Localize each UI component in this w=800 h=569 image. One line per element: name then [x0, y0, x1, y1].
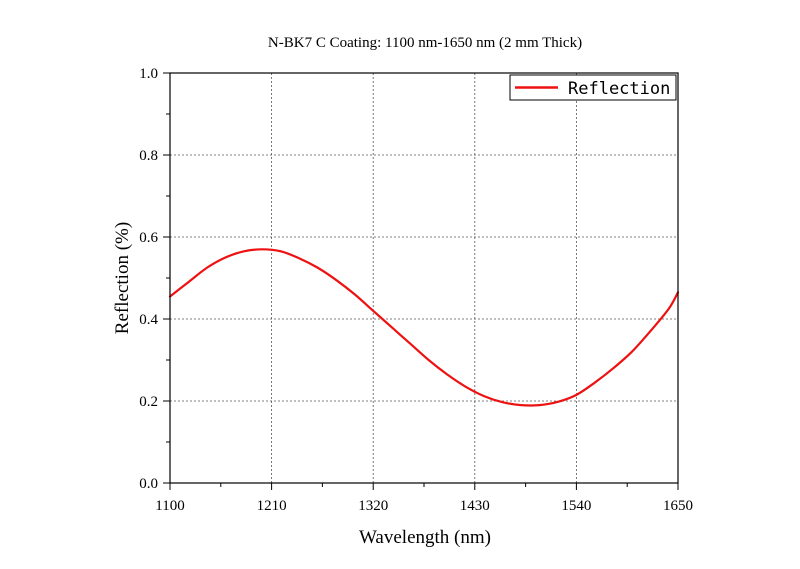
y-tick-label: 0.8 [139, 148, 158, 164]
x-tick-label: 1540 [561, 498, 591, 514]
axis-ticks [163, 72, 679, 490]
chart-title: N-BK7 C Coating: 1100 nm-1650 nm (2 mm T… [268, 35, 582, 51]
x-tick-label: 1320 [358, 498, 388, 514]
y-tick-label: 0.6 [139, 230, 158, 246]
x-tick-labels: 1100 1210 1320 1430 1540 1650 [155, 498, 693, 514]
y-tick-labels: 0.0 0.2 0.4 0.6 0.8 1.0 [139, 66, 158, 492]
plot-frame [169, 72, 679, 484]
series-line-reflection [168, 248, 680, 407]
x-tick-label: 1650 [663, 498, 693, 514]
grid [170, 73, 678, 483]
x-tick-label: 1210 [257, 498, 287, 514]
x-axis-title: Wavelength (nm) [359, 527, 491, 548]
y-axis-title: Reflection (%) [112, 222, 133, 334]
x-tick-label: 1100 [155, 498, 184, 514]
y-tick-label: 0.4 [139, 312, 158, 328]
legend: Reflection [509, 74, 677, 101]
legend-label-reflection: Reflection [568, 79, 670, 99]
y-tick-label: 0.0 [139, 476, 158, 492]
y-tick-label: 0.2 [139, 394, 158, 410]
y-tick-label: 1.0 [139, 66, 158, 82]
x-tick-label: 1430 [460, 498, 490, 514]
